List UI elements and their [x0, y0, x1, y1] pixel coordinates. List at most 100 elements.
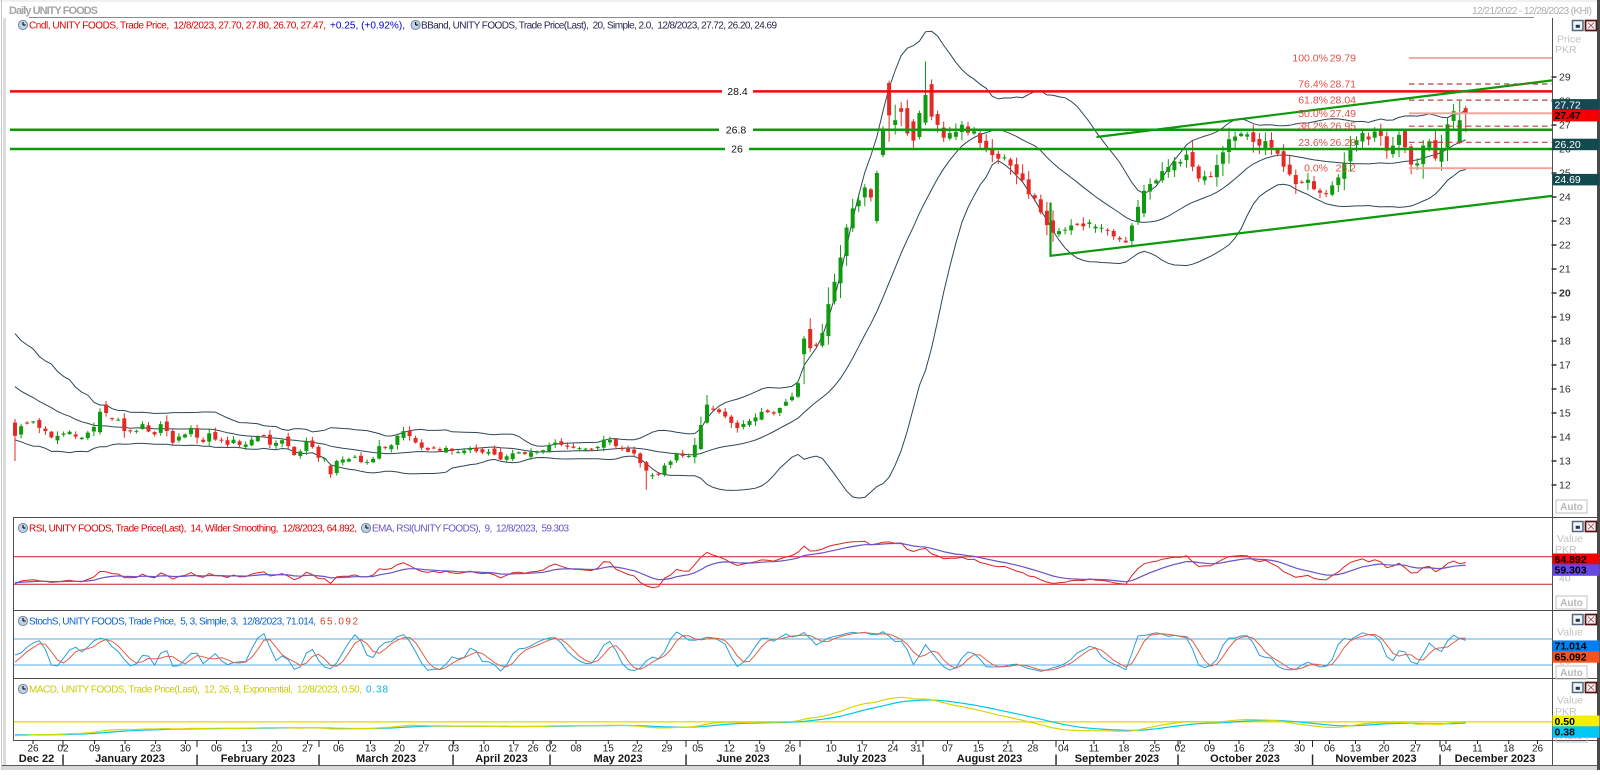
svg-text:15: 15: [1559, 408, 1571, 420]
svg-text:Value: Value: [1557, 533, 1583, 545]
svg-text:21: 21: [1559, 264, 1571, 276]
svg-text:October 2023: October 2023: [1210, 753, 1280, 765]
svg-text:13: 13: [1559, 456, 1571, 468]
svg-text:22: 22: [632, 744, 644, 755]
svg-text:17: 17: [1559, 360, 1571, 372]
svg-text:PKR: PKR: [1555, 544, 1577, 556]
svg-text:65.092: 65.092: [320, 617, 358, 628]
svg-text:15: 15: [973, 744, 985, 755]
svg-text:04: 04: [1440, 744, 1452, 755]
svg-text:August 2023: August 2023: [957, 753, 1022, 765]
svg-text:38.2%: 38.2%: [1298, 121, 1328, 133]
svg-text:0.0%: 0.0%: [1304, 163, 1328, 175]
svg-text:02: 02: [57, 744, 69, 755]
svg-text:20: 20: [271, 744, 283, 755]
svg-text:12: 12: [724, 744, 736, 755]
svg-text:BBand, UNITY FOODS, Trade Pric: BBand, UNITY FOODS, Trade Price(Last), 2…: [421, 21, 777, 32]
svg-text:12/21/2022 - 12/28/2023 (KHI): 12/21/2022 - 12/28/2023 (KHI): [1472, 5, 1592, 17]
svg-text:|: |: [1311, 754, 1314, 766]
svg-text:17: 17: [508, 744, 520, 755]
svg-text:|: |: [61, 754, 64, 766]
svg-text:27: 27: [1410, 744, 1422, 755]
svg-text:|: |: [451, 754, 454, 766]
svg-text:02: 02: [546, 744, 558, 755]
svg-text:|: |: [1438, 754, 1441, 766]
svg-text:|: |: [548, 754, 551, 766]
svg-text:16: 16: [1559, 384, 1571, 396]
svg-text:StochS, UNITY FOODS, Trade Pri: StochS, UNITY FOODS, Trade Price, 5, 3, …: [29, 617, 316, 628]
svg-text:21: 21: [1002, 744, 1014, 755]
svg-text:0.38: 0.38: [1555, 727, 1576, 739]
svg-text:May 2023: May 2023: [594, 753, 643, 765]
svg-text:09: 09: [1204, 744, 1216, 755]
svg-text:23: 23: [1559, 216, 1571, 228]
svg-text:|: |: [317, 754, 320, 766]
svg-text:23: 23: [150, 744, 162, 755]
svg-text:16: 16: [1233, 744, 1245, 755]
svg-text:27: 27: [418, 744, 430, 755]
svg-text:100.0%: 100.0%: [1292, 53, 1328, 65]
svg-text:MACD, UNITY FOODS, Trade Price: MACD, UNITY FOODS, Trade Price(Last), 12…: [29, 685, 362, 696]
svg-text:31: 31: [910, 744, 922, 755]
svg-text:27.72: 27.72: [1555, 99, 1581, 111]
svg-text:February 2023: February 2023: [221, 753, 296, 765]
svg-text:09: 09: [89, 744, 101, 755]
svg-text:Cndl, UNITY FOODS, Trade Price: Cndl, UNITY FOODS, Trade Price, 12/8/202…: [29, 21, 326, 32]
svg-text:27.47: 27.47: [1555, 110, 1581, 122]
svg-text:71.014: 71.014: [1555, 641, 1587, 653]
svg-text:22: 22: [1559, 240, 1571, 252]
svg-text:03: 03: [448, 744, 460, 755]
svg-text:64.892: 64.892: [1555, 554, 1587, 566]
svg-text:December 2023: December 2023: [1455, 753, 1536, 765]
svg-text:08: 08: [570, 744, 582, 755]
svg-text:24: 24: [1559, 192, 1571, 204]
svg-text:19: 19: [754, 744, 766, 755]
svg-text:26: 26: [527, 744, 539, 755]
svg-text:|: |: [1054, 754, 1057, 766]
svg-text:September 2023: September 2023: [1075, 753, 1159, 765]
svg-text:24.69: 24.69: [1555, 174, 1581, 186]
svg-text:PKR: PKR: [1555, 706, 1577, 718]
svg-text:June 2023: June 2023: [716, 753, 769, 765]
svg-text:11: 11: [1472, 744, 1483, 755]
svg-text:61.8%: 61.8%: [1298, 95, 1328, 107]
svg-text:0.38: 0.38: [366, 685, 388, 696]
svg-text:02: 02: [1175, 744, 1187, 755]
svg-text:24: 24: [887, 744, 899, 755]
svg-text:28.71: 28.71: [1330, 79, 1356, 91]
svg-text:28.04: 28.04: [1330, 95, 1356, 107]
svg-text:20: 20: [394, 744, 406, 755]
svg-text:28: 28: [1027, 744, 1039, 755]
svg-text:13: 13: [365, 744, 377, 755]
svg-text:29.79: 29.79: [1330, 53, 1356, 65]
svg-text:20: 20: [1378, 744, 1390, 755]
svg-text:RSI, UNITY FOODS, Trade Price(: RSI, UNITY FOODS, Trade Price(Last), 14,…: [29, 524, 357, 535]
svg-text:26.28: 26.28: [1330, 137, 1356, 149]
svg-text:59.303: 59.303: [1555, 565, 1587, 577]
svg-text:15: 15: [603, 744, 615, 755]
svg-text:26.95: 26.95: [1330, 121, 1356, 133]
svg-text:27.49: 27.49: [1330, 108, 1356, 120]
svg-text:18: 18: [1559, 336, 1571, 348]
svg-text:0.50: 0.50: [1555, 716, 1576, 728]
svg-text:10: 10: [478, 744, 490, 755]
svg-text:March 2023: March 2023: [356, 753, 416, 765]
svg-text:+0.25, (+0.92%),: +0.25, (+0.92%),: [330, 21, 405, 32]
svg-text:76.4%: 76.4%: [1298, 79, 1328, 91]
svg-text:Daily UNITY FOODS: Daily UNITY FOODS: [9, 5, 98, 17]
svg-text:27: 27: [302, 744, 314, 755]
svg-text:13: 13: [1350, 744, 1362, 755]
svg-text:|: |: [921, 754, 924, 766]
svg-text:28.4: 28.4: [727, 86, 748, 98]
svg-text:19: 19: [1559, 312, 1571, 324]
svg-text:18: 18: [1503, 744, 1515, 755]
svg-text:05: 05: [692, 744, 704, 755]
svg-text:25: 25: [1149, 744, 1161, 755]
svg-text:|: |: [684, 754, 687, 766]
svg-text:26: 26: [27, 744, 39, 755]
svg-text:Value: Value: [1557, 627, 1583, 639]
svg-text:11: 11: [1089, 744, 1100, 755]
svg-text:Value: Value: [1557, 695, 1583, 707]
svg-text:Dec 22: Dec 22: [19, 753, 54, 765]
svg-text:06: 06: [1324, 744, 1336, 755]
